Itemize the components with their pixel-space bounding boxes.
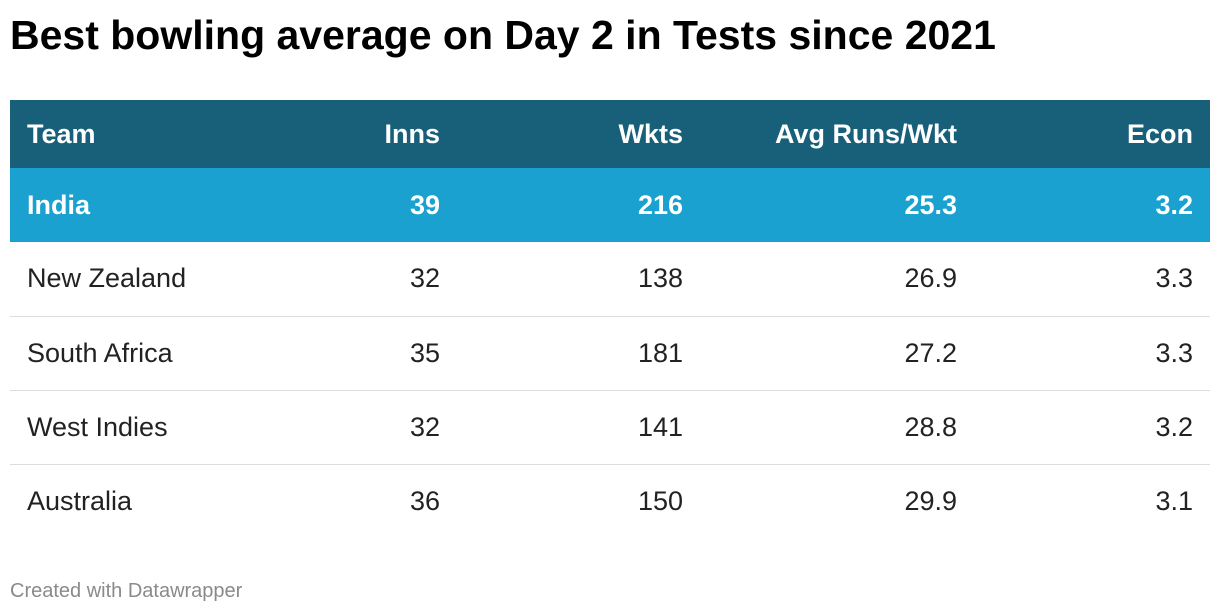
cell-econ: 3.3 [1155,263,1193,294]
cell-avg-runs-per-wkt: 28.8 [904,411,957,442]
cell-econ: 3.2 [1155,411,1193,442]
cell-avg-runs-per-wkt: 27.2 [904,337,957,368]
table-row-highlighted: India 39 216 25.3 3.2 [10,168,1210,242]
cell-team: West Indies [27,411,168,442]
cell-team: New Zealand [27,263,187,294]
table-row: South Africa 35 181 27.2 3.3 [10,316,1210,390]
chart-title: Best bowling average on Day 2 in Tests s… [10,12,996,58]
cell-inns: 39 [409,189,440,220]
table-row: West Indies 32 141 28.8 3.2 [10,390,1210,464]
cell-wkts: 141 [637,411,683,442]
cell-avg-runs-per-wkt: 25.3 [904,189,957,220]
cell-avg-runs-per-wkt: 26.9 [904,263,957,294]
cell-team: India [27,189,91,220]
table-body: India 39 216 25.3 3.2 New Zealand 32 138 26.9 3.3… [10,168,1210,538]
cell-wkts: 181 [637,337,683,368]
cell-econ: 3.2 [1155,189,1193,220]
column-header-team[interactable]: Team [27,118,96,149]
cell-wkts: 138 [637,263,683,294]
cell-wkts: 216 [637,189,683,220]
table-header-row: Team Inns Wkts Avg Runs/Wkt Econ [10,100,1210,168]
table-row: Australia 36 150 29.9 3.1 [10,464,1210,538]
column-header-econ[interactable]: Econ [1126,118,1193,149]
cell-econ: 3.3 [1155,337,1193,368]
cell-wkts: 150 [637,485,683,516]
cell-inns: 35 [409,337,440,368]
cell-inns: 32 [409,411,440,442]
bowling-average-table: Team Inns Wkts Avg Runs/Wkt Econ India 39… [10,100,1210,538]
column-header-avg-runs-per-wkt[interactable]: Avg Runs/Wkt [775,118,957,149]
cell-econ: 3.1 [1155,485,1193,516]
cell-avg-runs-per-wkt: 29.9 [904,485,957,516]
cell-team: South Africa [27,337,173,368]
table-row: New Zealand 32 138 26.9 3.3 [10,242,1210,316]
cell-team: Australia [27,485,133,516]
cell-inns: 36 [409,485,440,516]
cell-inns: 32 [409,263,440,294]
column-header-wkts[interactable]: Wkts [618,118,683,149]
footer-credit: Created with Datawrapper [10,580,243,602]
column-header-inns[interactable]: Inns [384,118,440,149]
